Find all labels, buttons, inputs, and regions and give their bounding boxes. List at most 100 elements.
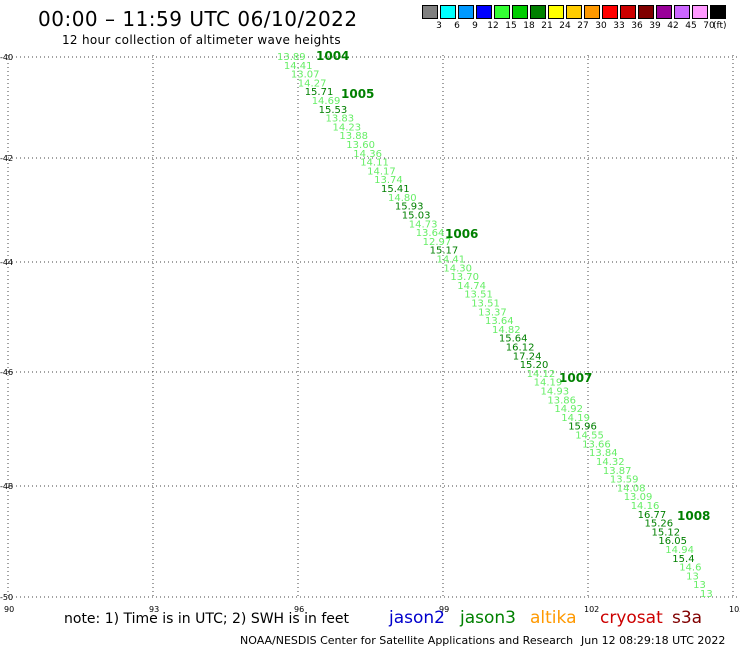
color-swatch — [674, 5, 690, 19]
wave-height-label: 13 — [693, 580, 706, 591]
page-title: 00:00 – 11:59 UTC 06/10/2022 — [38, 7, 358, 31]
time-label: 1008 — [677, 509, 710, 523]
wave-height-label: 16.77 — [638, 510, 667, 521]
wave-height-label: 13.37 — [478, 307, 507, 318]
wave-height-label: 13.09 — [624, 492, 653, 503]
color-swatch — [656, 5, 672, 19]
wave-height-label: 14.80 — [388, 193, 417, 204]
color-scale-unit: (ft) — [713, 21, 727, 31]
y-tick-label: -48 — [0, 482, 13, 491]
wave-height-label: 13.59 — [610, 475, 639, 486]
color-scale-label: 70 — [703, 21, 715, 31]
time-label: 1007 — [559, 371, 592, 385]
wave-height-label: 14.92 — [554, 404, 583, 415]
color-scale-label: 15 — [505, 21, 517, 31]
wave-height-label: 14.27 — [298, 78, 327, 89]
wave-height-label: 15.41 — [381, 184, 410, 195]
units-note: note: 1) Time is in UTC; 2) SWH is in fe… — [64, 611, 350, 627]
time-label: 1005 — [341, 87, 374, 101]
color-scale-label: 36 — [631, 21, 643, 31]
lat-lon-grid — [7, 55, 738, 598]
color-scale-label: 27 — [577, 21, 589, 31]
page-subtitle: 12 hour collection of altimeter wave hei… — [62, 33, 341, 47]
color-swatch — [710, 5, 726, 19]
wave-height-label: 14.69 — [312, 96, 341, 107]
x-tick-label: 99 — [439, 605, 449, 614]
wave-height-label: 14.23 — [333, 122, 362, 133]
wave-height-label: 16.12 — [506, 343, 535, 354]
x-tick-label: 90 — [4, 605, 14, 614]
y-tick-label: -42 — [0, 154, 13, 163]
wave-height-label: 13.66 — [582, 439, 611, 450]
color-swatch — [440, 5, 456, 19]
wave-height-label: 13.88 — [339, 131, 368, 142]
wave-height-label: 13.07 — [291, 70, 320, 81]
color-swatch — [458, 5, 474, 19]
color-swatch — [494, 5, 510, 19]
wave-height-label: 13.60 — [346, 140, 375, 151]
wave-height-label: 14.41 — [437, 255, 466, 266]
wave-height-label: 14.6 — [679, 563, 701, 574]
color-swatch — [638, 5, 654, 19]
wave-height-label: 13 — [700, 589, 713, 600]
satellite-track: 13.8914.4113.0714.2715.7114.6915.5313.83… — [277, 49, 713, 600]
wave-height-label: 14.36 — [353, 149, 382, 160]
wave-height-label: 15.03 — [402, 211, 431, 222]
wave-height-label: 15.53 — [319, 105, 348, 116]
wave-height-label: 13.51 — [464, 290, 493, 301]
color-scale-label: 30 — [595, 21, 607, 31]
wave-height-label: 14.12 — [527, 369, 556, 380]
color-swatch — [566, 5, 582, 19]
wave-height-label: 13.64 — [485, 316, 514, 327]
footer-timestamp: Jun 12 08:29:18 UTC 2022 — [581, 634, 726, 647]
wave-height-label: 14.94 — [665, 545, 694, 556]
color-scale-label: 33 — [613, 21, 625, 31]
wave-height-label: 14.74 — [457, 281, 486, 292]
satellite-name-s3a: s3a — [672, 608, 703, 628]
wave-height-label: 16.05 — [658, 536, 687, 547]
wave-height-label: 14.41 — [284, 61, 313, 72]
wave-height-label: 14.11 — [360, 158, 389, 169]
color-swatch — [602, 5, 618, 19]
wave-height-label: 14.17 — [367, 166, 396, 177]
y-tick-label: -50 — [0, 593, 13, 602]
satellite-name-jason2: jason2 — [389, 608, 445, 628]
color-scale-legend: 3 6 9 12 15 18 21 24 27 30 33 36 39 42 45 70 — [422, 5, 728, 35]
satellite-name-altika: altika — [530, 608, 577, 628]
color-swatch — [530, 5, 546, 19]
x-tick-label: 105 — [729, 605, 740, 614]
color-scale-label: 39 — [649, 21, 661, 31]
color-scale-label: 9 — [472, 21, 478, 31]
wave-height-label: 13.83 — [326, 114, 355, 125]
wave-height-label: 14.30 — [443, 263, 472, 274]
satellite-name-jason3: jason3 — [460, 608, 516, 628]
time-label: 1004 — [316, 49, 349, 63]
wave-height-label: 15.4 — [672, 554, 694, 565]
x-tick-label: 102 — [584, 605, 599, 614]
wave-height-label: 12.97 — [423, 237, 452, 248]
wave-height-label: 15.93 — [395, 202, 424, 213]
time-label: 1006 — [445, 227, 478, 241]
wave-height-label: 15.20 — [520, 360, 549, 371]
wave-height-label: 15.71 — [305, 87, 334, 98]
color-scale-label: 42 — [667, 21, 679, 31]
color-scale-label: 45 — [685, 21, 697, 31]
wave-height-label: 15.12 — [652, 527, 681, 538]
wave-height-label: 14.08 — [617, 483, 646, 494]
color-swatch — [692, 5, 708, 19]
wave-height-label: 14.32 — [596, 457, 625, 468]
wave-height-label: 14.55 — [575, 431, 604, 442]
color-scale-label: 6 — [454, 21, 460, 31]
color-swatch — [422, 5, 438, 19]
color-swatch — [548, 5, 564, 19]
wave-height-label: 14.82 — [492, 325, 521, 336]
wave-height-label: 15.96 — [568, 422, 597, 433]
color-scale-label: 3 — [436, 21, 442, 31]
satellite-name-cryosat: cryosat — [600, 608, 663, 628]
color-scale-label: 24 — [559, 21, 571, 31]
y-tick-label: -44 — [0, 258, 13, 267]
wave-height-label: 13.70 — [450, 272, 479, 283]
color-scale-label: 18 — [523, 21, 535, 31]
wave-height-label: 14.19 — [561, 413, 590, 424]
